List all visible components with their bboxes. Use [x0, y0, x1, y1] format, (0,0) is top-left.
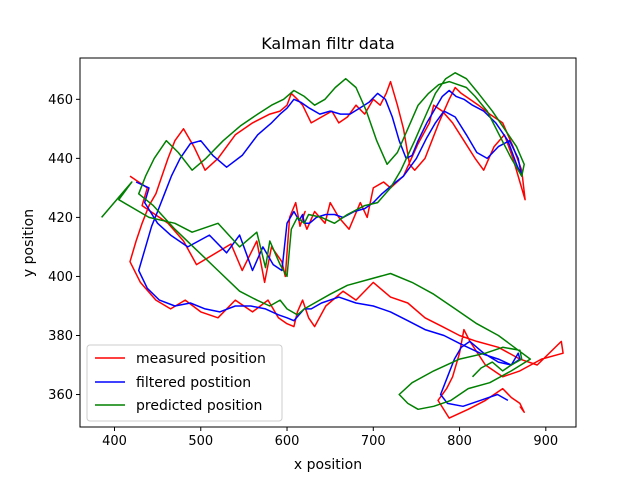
- chart-title: Kalman filtr data: [261, 34, 395, 53]
- y-tick-label: 400: [48, 270, 73, 285]
- legend-box: [86, 344, 283, 422]
- plot-frame: [79, 57, 577, 428]
- x-axis-label: x position: [294, 457, 362, 473]
- y-axis-ticks: 360 380 400 420 440 460: [48, 93, 80, 403]
- x-tick-label: 600: [275, 434, 300, 449]
- x-tick-label: 500: [188, 434, 213, 449]
- plot-lines: [101, 72, 564, 419]
- y-tick-label: 380: [48, 329, 73, 344]
- y-tick-label: 460: [48, 93, 73, 108]
- x-tick-label: 900: [533, 434, 558, 449]
- series-line-measured-position: [129, 80, 564, 419]
- legend-label-filtered: filtered postition: [136, 375, 251, 391]
- y-tick-label: 420: [48, 211, 73, 226]
- y-tick-label: 440: [48, 152, 73, 167]
- y-axis-label: y position: [21, 209, 37, 277]
- y-tick-label: 360: [48, 388, 73, 403]
- legend-label-predicted: predicted position: [136, 398, 262, 414]
- x-tick-label: 400: [102, 434, 127, 449]
- x-axis-ticks: 400 500 600 700 800 900: [102, 427, 558, 449]
- x-tick-label: 800: [447, 434, 472, 449]
- legend-label-measured: measured position: [136, 351, 266, 367]
- series-line-predicted-position: [101, 72, 532, 411]
- legend: measured position filtered postition pre…: [86, 344, 283, 422]
- series-line-filtered-postition: [135, 89, 523, 408]
- x-tick-label: 700: [361, 434, 386, 449]
